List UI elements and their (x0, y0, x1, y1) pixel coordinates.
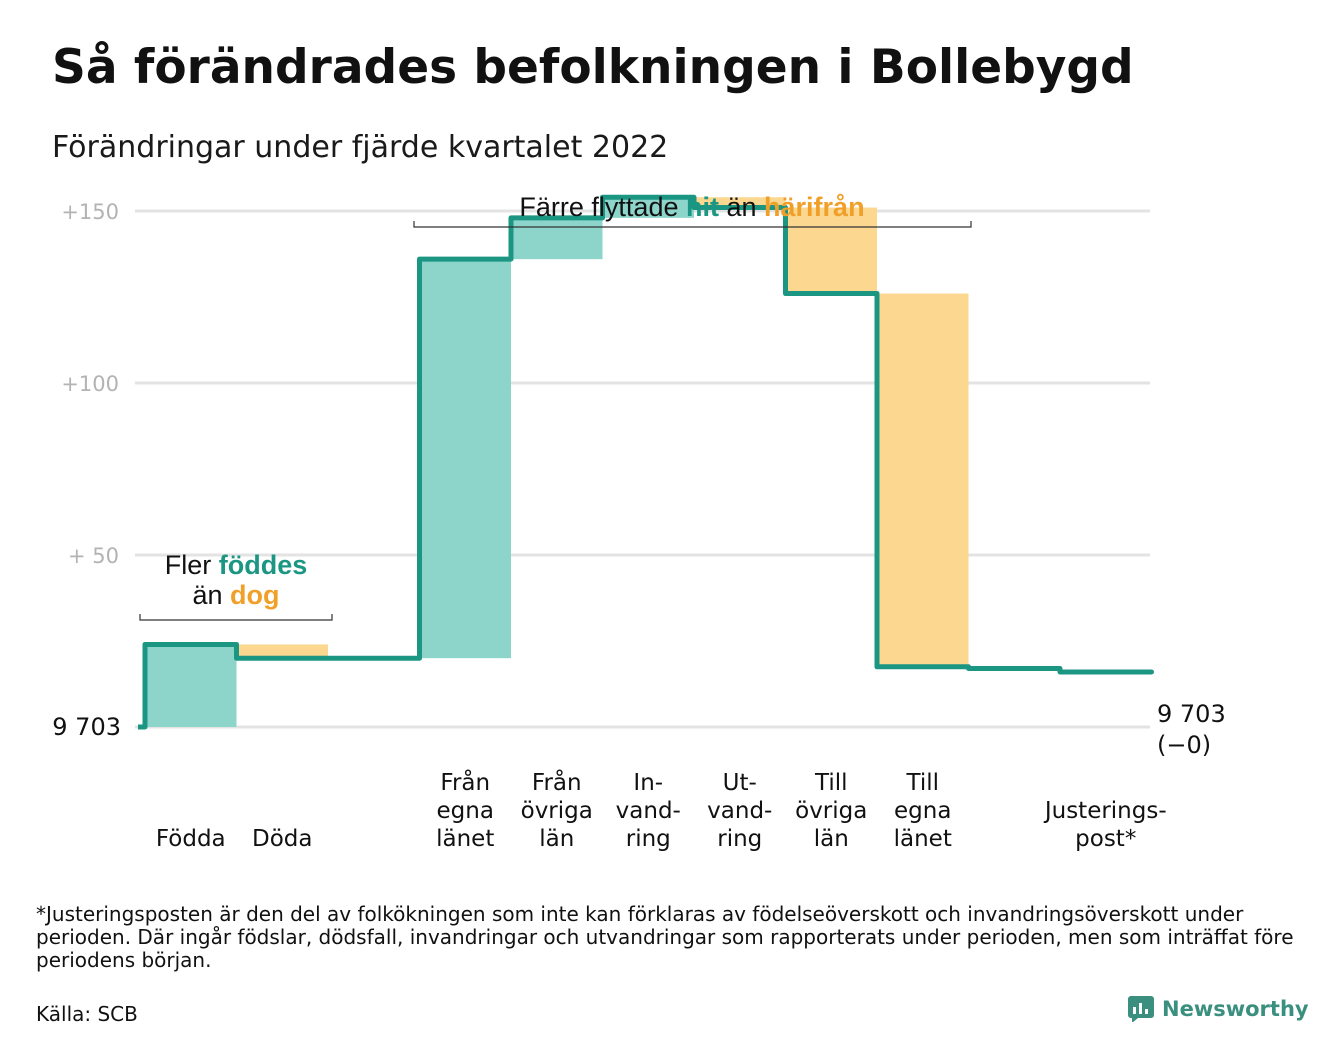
bar-7 (785, 207, 877, 294)
category-label-1: Döda (252, 826, 313, 852)
category-label-4: Från övriga län (520, 770, 593, 852)
category-label-5: In- vand- ring (615, 770, 681, 852)
annotation-migration-bracket (413, 221, 972, 228)
y-tick-label-0: +150 (61, 200, 119, 224)
source-note: Källa: SCB (36, 1002, 138, 1026)
chart-title: Så förändrades befolkningen i Bollebygd (52, 40, 1134, 95)
bar-0 (145, 644, 237, 727)
category-label-3: Från egna länet (436, 770, 495, 852)
footnote: *Justeringsposten är den del av folkökni… (36, 902, 1294, 972)
category-label-8: Till egna länet (893, 770, 952, 852)
chart-subtitle: Förändringar under fjärde kvartalet 2022 (52, 130, 669, 165)
annotation-births-bracket (139, 614, 333, 621)
waterfall-chart: +150 +100 + 50 9 703 9 703 (−0) Fler föddesän … (52, 192, 1226, 759)
bar-5 (602, 197, 694, 218)
baseline-value-label: 9 703 (52, 713, 121, 741)
newsworthy-logo-icon (1128, 996, 1154, 1022)
cumulative-step-line (138, 194, 1154, 730)
brand-name: Newsworthy (1162, 997, 1309, 1021)
category-label-6: Ut- vand- ring (707, 770, 773, 852)
category-label-0: Födda (155, 826, 226, 852)
bar-8 (877, 293, 969, 667)
end-value-label-0: 9 703 (1157, 700, 1226, 728)
y-tick-label-1: +100 (61, 372, 119, 396)
y-tick-label-2: + 50 (68, 544, 119, 568)
category-label-7: Till övriga län (795, 770, 868, 852)
annotation-births-line1: Fler föddes (165, 550, 308, 580)
brand-logo: Newsworthy (1128, 996, 1309, 1022)
bar-4 (511, 217, 603, 260)
end-value-label-1: (−0) (1157, 731, 1211, 759)
annotation-births-line2: än dog (192, 580, 279, 610)
bar-1 (236, 644, 328, 659)
category-label-10: Justerings- post* (1044, 798, 1167, 852)
annotation-migration: Färre flyttade hit än härifrån (519, 192, 864, 222)
bar-6 (694, 197, 786, 208)
bar-3 (419, 259, 511, 659)
